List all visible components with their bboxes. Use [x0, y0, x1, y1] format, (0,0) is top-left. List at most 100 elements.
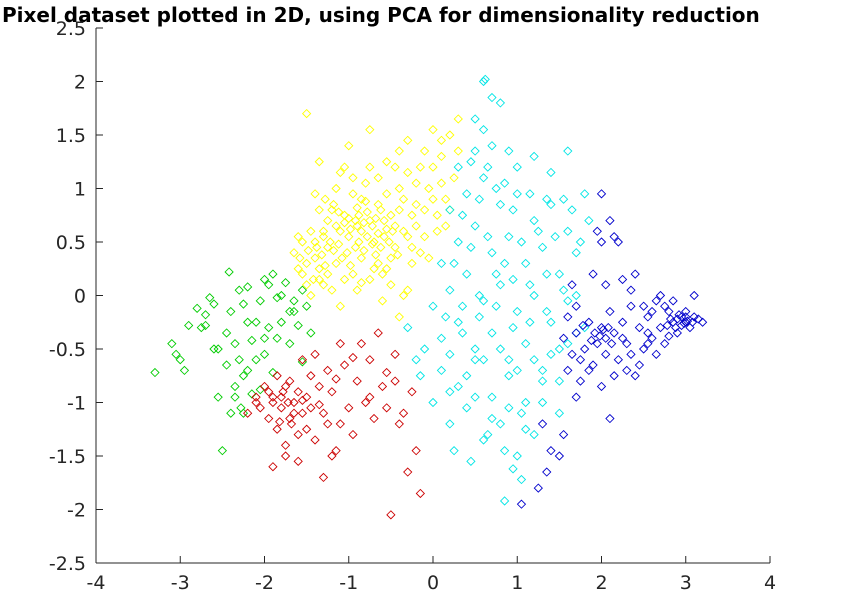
scatter-point — [293, 232, 303, 242]
scatter-point — [331, 258, 341, 269]
scatter-point — [563, 339, 573, 349]
scatter-point — [306, 371, 316, 381]
scatter-point — [243, 365, 253, 376]
scatter-point — [200, 310, 211, 320]
scatter-point — [382, 264, 392, 274]
scatter-point — [360, 196, 371, 206]
scatter-point — [504, 355, 514, 365]
y-tick-label: 0.5 — [56, 232, 86, 254]
scatter-point — [327, 285, 337, 295]
scatter-point — [542, 467, 552, 477]
scatter-point — [516, 408, 527, 418]
scatter-point — [428, 162, 438, 172]
scatter-point — [529, 429, 539, 440]
scatter-point — [394, 312, 404, 322]
scatter-point — [356, 278, 367, 288]
scatter-point — [655, 322, 666, 333]
scatter-point — [521, 339, 531, 349]
scatter-point — [350, 242, 361, 252]
y-tick-label: 0 — [74, 286, 86, 308]
scatter-point — [660, 301, 670, 311]
scatter-point — [339, 274, 350, 285]
scatter-point — [276, 317, 286, 327]
scatter-point — [487, 413, 497, 424]
scatter-point — [390, 162, 400, 172]
scatter-point — [558, 285, 569, 295]
scatter-point — [280, 381, 291, 392]
scatter-point — [213, 392, 223, 402]
scatter-point — [394, 183, 404, 194]
scatter-point — [516, 474, 527, 485]
scatter-point — [365, 125, 375, 135]
scatter-point — [345, 224, 356, 234]
scatter-point — [328, 199, 339, 210]
scatter-point — [354, 237, 364, 247]
scatter-point — [314, 381, 324, 392]
scatter-point — [441, 312, 451, 322]
scatter-point — [317, 250, 327, 260]
scatter-point — [529, 151, 539, 162]
x-tick-label: 0 — [427, 572, 439, 594]
scatter-point — [293, 264, 303, 274]
scatter-point — [428, 125, 438, 135]
scatter-point — [462, 371, 472, 381]
scatter-point — [308, 274, 319, 285]
scatter-point — [546, 167, 556, 178]
scatter-point — [331, 221, 341, 231]
scatter-point — [474, 194, 484, 204]
scatter-point — [504, 403, 514, 413]
scatter-point — [352, 221, 362, 231]
scatter-point — [398, 226, 409, 236]
x-tick-label: -4 — [87, 572, 106, 594]
scatter-point — [462, 403, 472, 413]
scatter-point — [512, 451, 522, 461]
scatter-point — [367, 221, 377, 231]
scatter-point — [521, 258, 531, 269]
scatter-point — [318, 232, 329, 242]
scatter-point — [226, 306, 236, 317]
scatter-point — [369, 264, 379, 274]
scatter-point — [453, 381, 463, 392]
scatter-point — [352, 203, 362, 213]
scatter-point — [377, 296, 388, 306]
scatter-point — [259, 381, 270, 392]
scatter-point — [272, 293, 282, 303]
scatter-point — [516, 237, 527, 247]
scatter-point — [542, 306, 552, 317]
scatter-point — [521, 397, 531, 408]
scatter-point — [394, 205, 404, 215]
scatter-point — [584, 215, 594, 226]
scatter-point — [466, 242, 476, 252]
scatter-point — [373, 199, 383, 210]
scatter-point — [432, 210, 442, 220]
scatter-point — [403, 322, 413, 333]
y-tick-label: 1 — [74, 179, 86, 201]
scatter-point — [356, 339, 367, 349]
scatter-point — [546, 199, 556, 210]
scatter-point — [297, 237, 308, 247]
scatter-point — [453, 146, 463, 156]
scatter-point — [483, 232, 493, 242]
scatter-point — [508, 205, 518, 215]
scatter-point — [499, 496, 510, 506]
scatter-point — [554, 451, 565, 461]
scatter-point — [407, 210, 417, 220]
scatter-point — [379, 232, 389, 242]
scatter-point — [487, 248, 497, 258]
scatter-point — [301, 108, 312, 119]
scatter-point — [403, 467, 413, 477]
scatter-point — [318, 472, 329, 483]
scatter-point — [264, 280, 274, 290]
scatter-point — [323, 215, 333, 226]
x-tick-label: -2 — [255, 572, 274, 594]
scatter-point — [376, 242, 386, 252]
scatter-point — [674, 310, 684, 320]
scatter-point — [679, 318, 689, 328]
scatter-point — [373, 228, 383, 239]
scatter-point — [221, 360, 232, 370]
scatter-point — [255, 403, 265, 413]
scatter-point — [453, 317, 463, 327]
scatter-point — [264, 322, 274, 333]
scatter-point — [419, 146, 430, 156]
y-ticks: 2.5 2 1.5 1 0.5 0 -0.5 -1 -1.5 -2 -2.5 — [49, 18, 103, 575]
